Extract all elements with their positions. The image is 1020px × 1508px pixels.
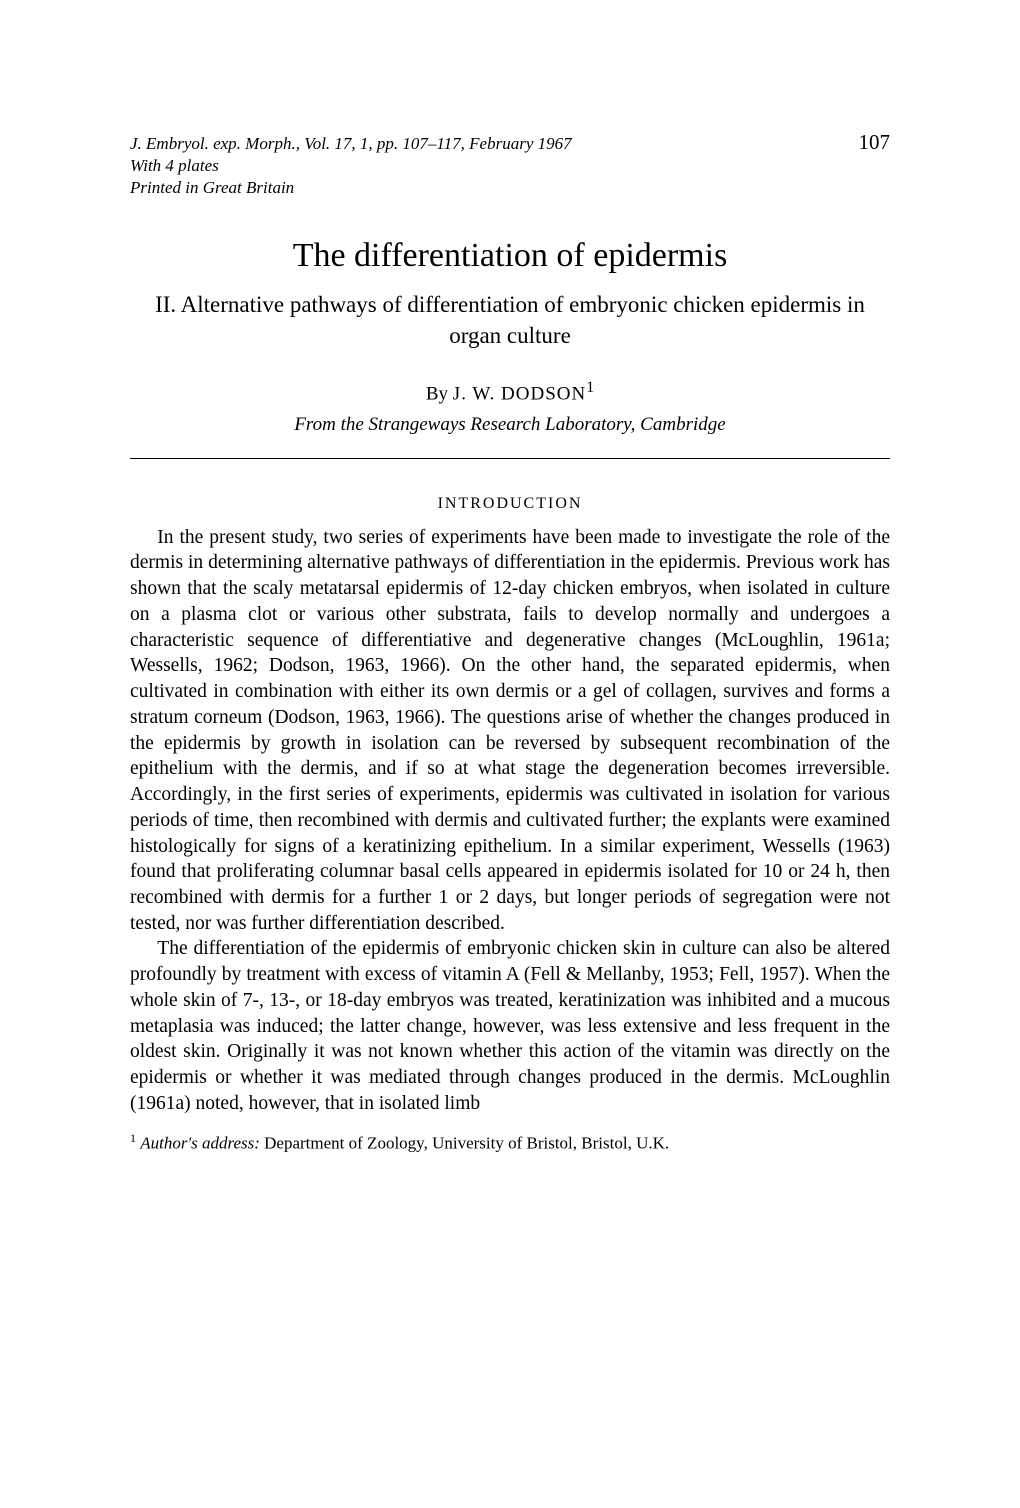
- byline: By J. W. DODSON1: [130, 379, 890, 405]
- by-label: By: [426, 384, 448, 405]
- article-subtitle: II. Alternative pathways of differentiat…: [130, 289, 890, 351]
- author-name: J. W. DODSON: [453, 384, 586, 405]
- journal-info: J. Embryol. exp. Morph., Vol. 17, 1, pp.…: [130, 133, 572, 199]
- printed-note: Printed in Great Britain: [130, 177, 572, 199]
- author-footnote-marker: 1: [586, 379, 594, 396]
- footnote-label: Author's address:: [140, 1133, 260, 1152]
- paragraph-2: The differentiation of the epidermis of …: [130, 936, 890, 1116]
- page-number: 107: [859, 130, 891, 155]
- paragraph-1: In the present study, two series of expe…: [130, 525, 890, 937]
- header-row: J. Embryol. exp. Morph., Vol. 17, 1, pp.…: [130, 130, 890, 199]
- footnote-marker: 1: [130, 1131, 136, 1145]
- footnote: 1 Author's address: Department of Zoolog…: [130, 1131, 890, 1154]
- plates-note: With 4 plates: [130, 155, 572, 177]
- footnote-text: Department of Zoology, University of Bri…: [260, 1133, 669, 1152]
- article-title: The differentiation of epidermis: [130, 237, 890, 275]
- body-text: In the present study, two series of expe…: [130, 525, 890, 1117]
- section-heading-introduction: INTRODUCTION: [130, 495, 890, 513]
- journal-citation: J. Embryol. exp. Morph., Vol. 17, 1, pp.…: [130, 133, 572, 155]
- title-rule: [130, 458, 890, 459]
- author-affiliation: From the Strangeways Research Laboratory…: [130, 414, 890, 436]
